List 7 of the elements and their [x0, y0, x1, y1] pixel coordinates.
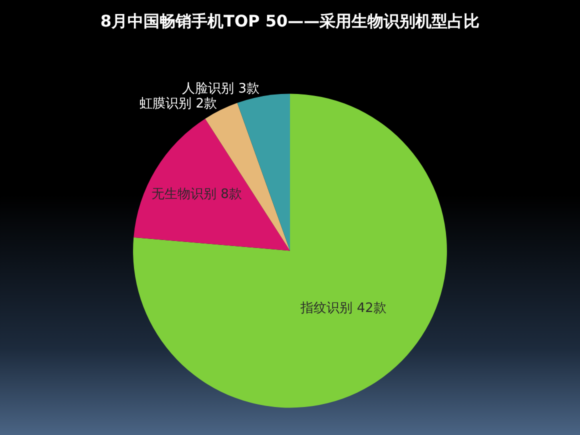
- slice-label: 指纹识别 42款: [300, 301, 386, 316]
- slice-label: 虹膜识别 2款: [140, 96, 217, 112]
- pie-slice: [133, 94, 447, 408]
- chart-title: 8月中国畅销手机TOP 50——采用生物识别机型占比: [100, 11, 480, 30]
- slice-label: 人脸识别 3款: [182, 81, 260, 96]
- slice-label: 无生物识别 8款: [152, 187, 242, 202]
- pie-slice: [134, 118, 290, 251]
